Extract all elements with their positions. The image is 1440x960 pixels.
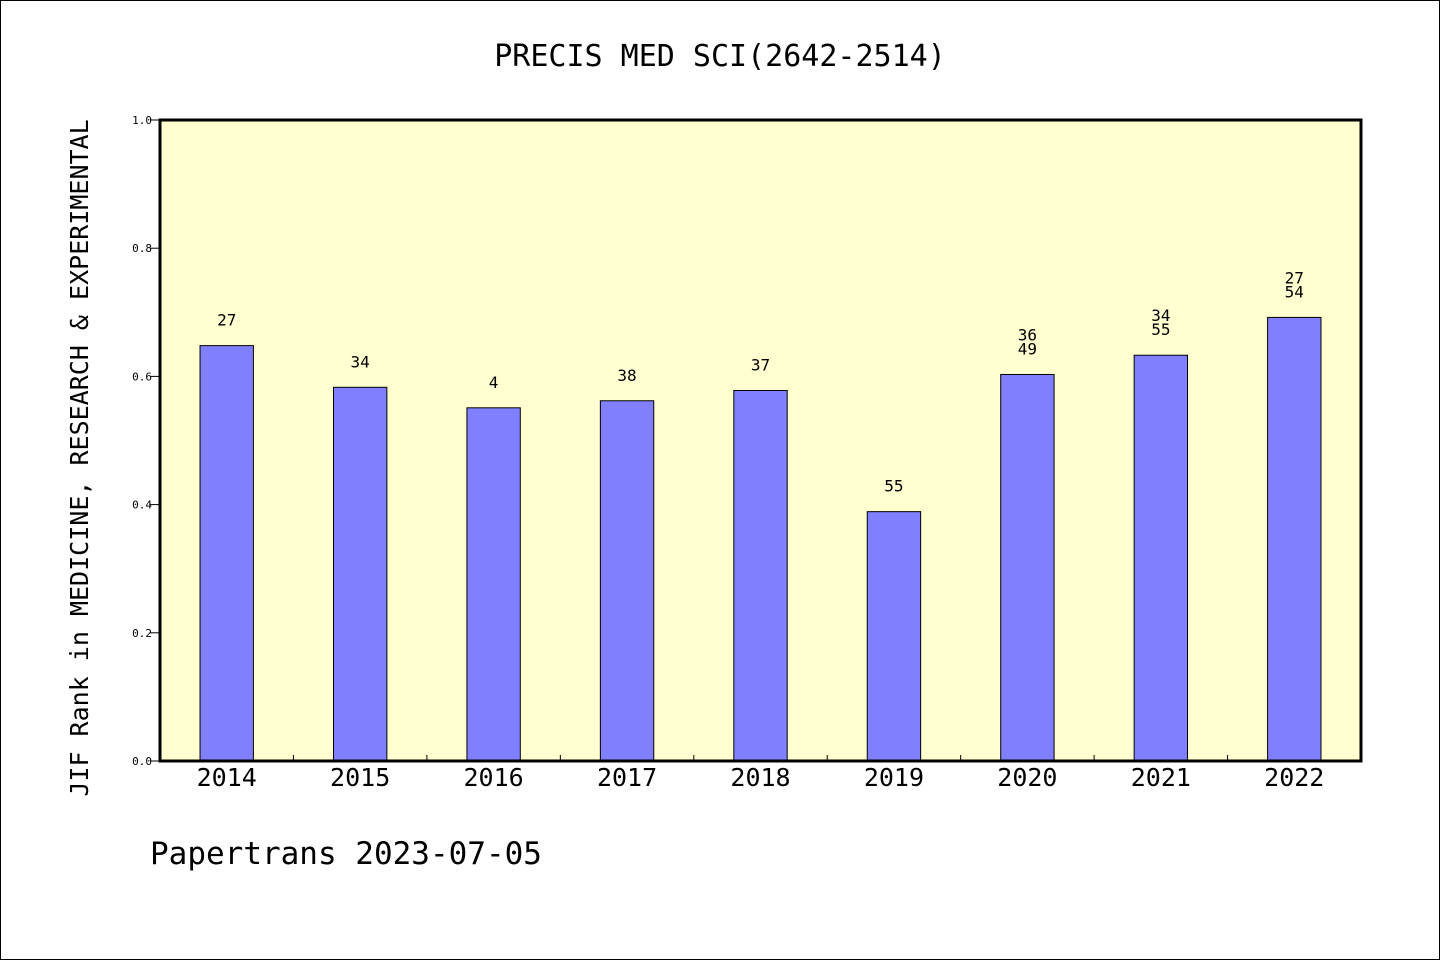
y-tick-label: 0.0 (132, 755, 152, 768)
bar-2021 (1133, 354, 1189, 762)
y-tick-label: 0.4 (132, 499, 152, 512)
x-tick-label: 2021 (1131, 763, 1191, 792)
bar-value-label: 27 (1285, 268, 1304, 287)
y-axis-label: JIF Rank in MEDICINE, RESEARCH & EXPERIM… (65, 119, 94, 796)
plot-border (158, 118, 1363, 763)
y-axis-ticks: 0.0 0.2 0.4 0.6 0.8 1.0 (132, 114, 160, 768)
x-tick-label: 2019 (864, 763, 924, 792)
bar-2022 (1267, 316, 1322, 762)
bar-2018 (733, 390, 788, 762)
bar-2017 (599, 400, 655, 762)
y-tick-label: 1.0 (132, 114, 152, 127)
y-tick-label: 0.6 (132, 370, 152, 383)
bar-value-label: 34 (351, 352, 370, 371)
bar-value-label: 36 (1018, 325, 1037, 344)
x-tick-label: 2014 (197, 763, 257, 792)
bar-value-label: 4 (489, 373, 499, 392)
bar-2020 (1000, 373, 1055, 762)
bar-value-label: 55 (884, 477, 903, 496)
chart-title: PRECIS MED SCI(2642-2514) (494, 39, 946, 74)
x-tick-label: 2018 (730, 763, 790, 792)
bar-value-label: 38 (617, 366, 636, 385)
bars (199, 316, 1322, 762)
y-tick-label: 0.8 (132, 242, 152, 255)
bar-2014 (199, 345, 254, 762)
x-tick-label: 2015 (330, 763, 390, 792)
footer-text: Papertrans 2023-07-05 (150, 836, 542, 872)
bar-value-label: 49 (1018, 339, 1037, 358)
bar-value-label: 34 (1151, 306, 1170, 325)
x-tick-label: 2016 (464, 763, 524, 792)
bar-value-label: 37 (751, 356, 770, 375)
bar-2019 (866, 511, 922, 762)
bar-2016 (466, 407, 521, 762)
bar-value-label: 54 (1285, 282, 1304, 301)
x-tick-label: 2020 (997, 763, 1057, 792)
bar-value-label: 27 (217, 311, 236, 330)
x-tick-label: 2022 (1264, 763, 1324, 792)
bar-value-label: 55 (1151, 320, 1170, 339)
bar-2015 (332, 386, 388, 762)
y-tick-label: 0.2 (132, 627, 152, 640)
x-tick-label: 2017 (597, 763, 657, 792)
x-axis-ticks: 2014 2015 2016 2017 2018 2019 2020 2021 2022 (197, 755, 1324, 792)
